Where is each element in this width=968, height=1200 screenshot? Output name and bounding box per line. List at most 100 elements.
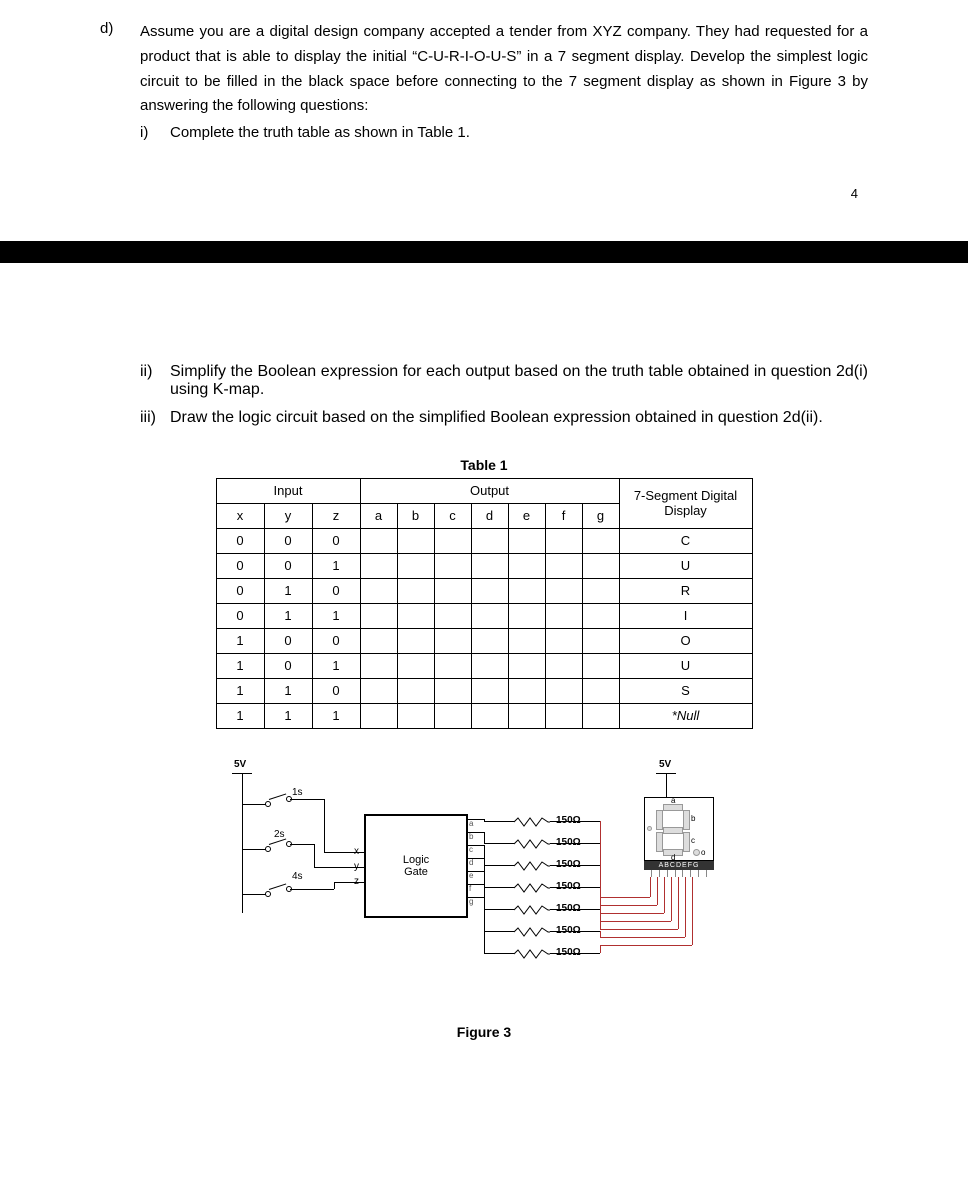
wire-out-0 (466, 819, 484, 820)
table-row: 101U (216, 653, 752, 678)
wire-from-res-3 (550, 887, 600, 888)
cell-output (397, 653, 434, 678)
cell-output (360, 678, 397, 703)
wire-z-v (334, 882, 335, 889)
cell-input: 0 (264, 628, 312, 653)
label-z: z (354, 876, 359, 887)
sw4-node-a (265, 891, 271, 897)
figure-3: 5V 1s 2s 4s Logic Gate (204, 759, 764, 1019)
out-label-g: g (469, 897, 473, 906)
cell-output (545, 603, 582, 628)
red-wire-v-3 (671, 877, 672, 921)
text-d: Assume you are a digital design company … (140, 23, 868, 114)
question-d: d) Assume you are a digital design compa… (100, 20, 868, 146)
red-wire-h-3 (600, 921, 671, 922)
th-z: z (312, 503, 360, 528)
seg-lbl-c: c (691, 836, 695, 845)
wire-out-1 (466, 832, 484, 833)
label-iii: iii) (140, 409, 170, 427)
cell-display: S (619, 678, 752, 703)
resistor-5 (514, 927, 550, 935)
seg-pins (644, 870, 714, 877)
cell-input: 0 (216, 553, 264, 578)
cell-output (471, 553, 508, 578)
cell-input: 1 (216, 653, 264, 678)
wire-out-5 (466, 884, 484, 885)
th-a: a (360, 503, 397, 528)
seg-lbl-o: o (701, 848, 705, 857)
rail-stub-left (242, 773, 243, 783)
wire-out-3 (466, 858, 484, 859)
th-f: f (545, 503, 582, 528)
page-bottom: ii) Simplify the Boolean expression for … (0, 343, 968, 1060)
cell-input: 0 (312, 628, 360, 653)
sub-ii-block: ii) Simplify the Boolean expression for … (140, 363, 868, 399)
logic-gate-box: Logic Gate (364, 814, 468, 918)
cell-output (508, 528, 545, 553)
cell-output (508, 703, 545, 728)
cell-input: 1 (264, 578, 312, 603)
wire-to-res-4 (484, 909, 514, 910)
cell-output (434, 653, 471, 678)
seven-segment-display: a b c d o ABCDEFG (644, 797, 714, 877)
cell-input: 0 (264, 528, 312, 553)
figure-caption: Figure 3 (100, 1024, 868, 1040)
seg-lbl-a: a (671, 796, 675, 805)
wire-to-res-3 (484, 887, 514, 888)
cell-output (360, 653, 397, 678)
page-number: 4 (100, 186, 868, 201)
red-wire-h-1 (600, 905, 657, 906)
cell-output (434, 703, 471, 728)
page-divider (0, 241, 968, 263)
red-wire-h-4 (600, 929, 678, 930)
cell-output (360, 703, 397, 728)
label-sw4: 4s (292, 871, 303, 882)
cell-output (582, 703, 619, 728)
wire-x-v (324, 799, 325, 852)
cell-input: 0 (216, 528, 264, 553)
table-row: 001U (216, 553, 752, 578)
table-row: 010R (216, 578, 752, 603)
cell-output (508, 628, 545, 653)
cell-display: I (619, 603, 752, 628)
cell-output (434, 578, 471, 603)
cell-output (582, 653, 619, 678)
cell-output (508, 653, 545, 678)
out-label-e: e (469, 871, 473, 880)
resistor-2 (514, 861, 550, 869)
wire-from-res-6 (550, 953, 600, 954)
cell-input: 0 (216, 603, 264, 628)
wire-out-4 (466, 871, 484, 872)
th-e: e (508, 503, 545, 528)
wire-from-res-4 (550, 909, 600, 910)
cell-display: O (619, 628, 752, 653)
wire-to-res-1 (484, 843, 514, 844)
cell-output (397, 703, 434, 728)
text-i: Complete the truth table as shown in Tab… (170, 121, 868, 146)
cell-output (360, 603, 397, 628)
seg-a (663, 804, 683, 811)
wire-to-res-2 (484, 865, 514, 866)
resistor-1 (514, 839, 550, 847)
red-wire-v-5 (685, 877, 686, 937)
cell-output (434, 553, 471, 578)
table-row: 000C (216, 528, 752, 553)
cell-output (360, 528, 397, 553)
cell-output (397, 578, 434, 603)
cell-input: 1 (312, 653, 360, 678)
cell-display: U (619, 553, 752, 578)
cell-output (397, 678, 434, 703)
seg-e (656, 832, 663, 852)
cell-output (545, 553, 582, 578)
cell-display: C (619, 528, 752, 553)
cell-display: U (619, 653, 752, 678)
cell-output (471, 628, 508, 653)
wire-out-2 (466, 845, 484, 846)
sw1-node-a (265, 801, 271, 807)
sw2-node-a (265, 846, 271, 852)
cell-output (508, 578, 545, 603)
cell-output (471, 678, 508, 703)
text-ii: Simplify the Boolean expression for each… (170, 363, 868, 399)
cell-input: 1 (264, 703, 312, 728)
red-wire-h-0 (600, 897, 650, 898)
